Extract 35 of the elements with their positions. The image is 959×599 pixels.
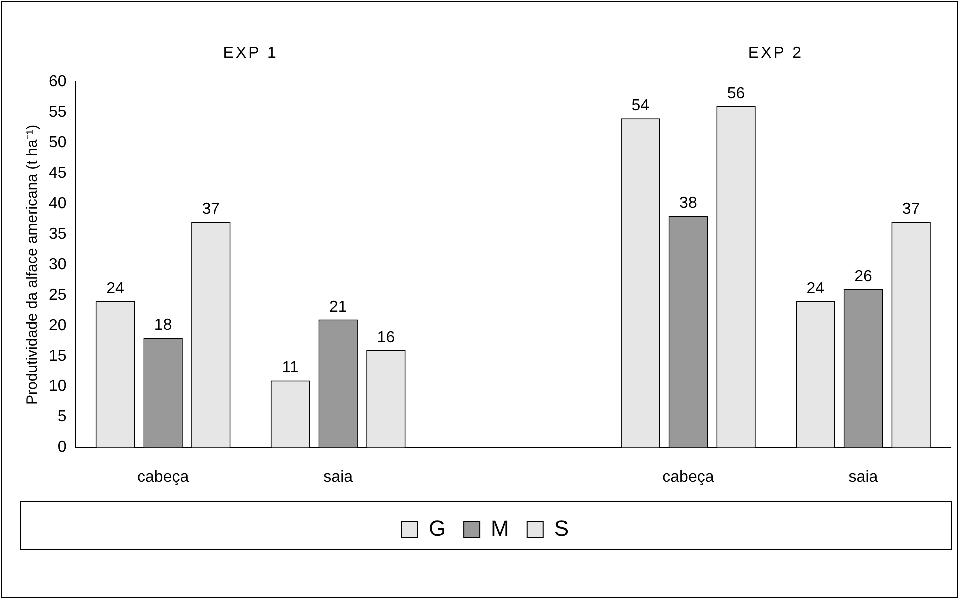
y-tick-label: 55 bbox=[49, 104, 67, 121]
x-tick-label: saia bbox=[848, 468, 878, 486]
data-label: 21 bbox=[329, 298, 348, 316]
y-tick-label: 60 bbox=[49, 73, 67, 90]
y-tick-label: 25 bbox=[49, 286, 67, 304]
data-label: 18 bbox=[154, 317, 172, 334]
y-axis-title: Produtividade da alface americana (t ha⁻¹) bbox=[24, 124, 42, 405]
y-tick-label: 30 bbox=[49, 256, 67, 274]
y-tick-label: 10 bbox=[49, 378, 67, 396]
data-label: 54 bbox=[632, 98, 650, 115]
x-tick-label: saia bbox=[324, 468, 354, 486]
data-label: 37 bbox=[902, 201, 920, 218]
y-tick-label: 35 bbox=[49, 226, 67, 243]
data-label: 56 bbox=[727, 85, 746, 102]
text: EXP 2 bbox=[748, 45, 804, 62]
y-tick-label: 40 bbox=[49, 195, 67, 212]
x-tick-label: cabeça bbox=[662, 468, 714, 486]
data-label: 24 bbox=[106, 280, 124, 298]
data-label: 38 bbox=[680, 195, 698, 212]
x-tick-label: cabeça bbox=[138, 468, 190, 486]
y-tick-label: 20 bbox=[49, 317, 67, 334]
data-label: 16 bbox=[377, 329, 396, 346]
y-tick-label: 45 bbox=[49, 164, 67, 182]
y-tick-label: 50 bbox=[49, 134, 67, 152]
legend-label: M bbox=[491, 516, 510, 542]
y-tick-label: 5 bbox=[58, 408, 67, 426]
legend-label: S bbox=[554, 516, 570, 542]
y-tick-label: 0 bbox=[58, 439, 67, 456]
data-label: 11 bbox=[282, 360, 299, 377]
data-label: 24 bbox=[806, 280, 825, 298]
data-label: 37 bbox=[202, 201, 220, 218]
y-tick-label: 15 bbox=[49, 348, 67, 365]
text: EXP 1 bbox=[223, 45, 278, 62]
data-label: 26 bbox=[854, 268, 872, 286]
legend-label: G bbox=[428, 516, 446, 542]
